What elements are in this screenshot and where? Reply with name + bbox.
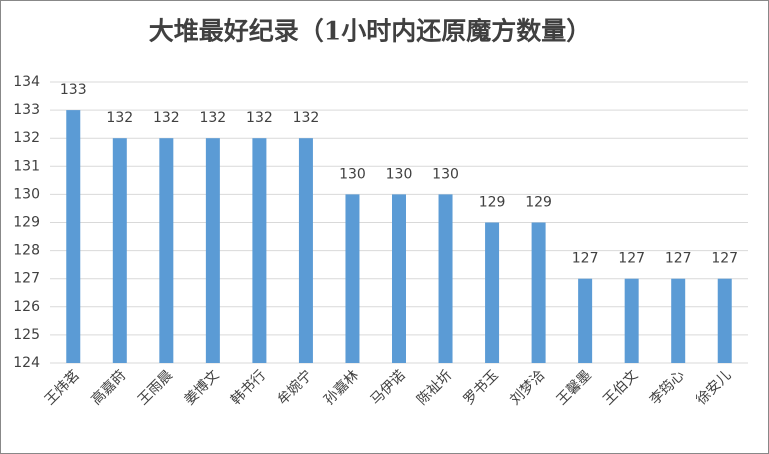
data-label: 132 [293,110,320,126]
y-tick-label: 127 [13,271,40,287]
bar [438,194,453,363]
y-tick-label: 129 [13,215,40,231]
bar [578,278,593,363]
bar [485,222,500,363]
bar [717,278,732,363]
data-label: 129 [479,195,506,211]
bar [159,138,174,363]
bar [112,138,127,363]
bar [671,278,686,363]
y-tick-label: 130 [13,186,40,202]
bar [252,138,267,363]
data-label: 132 [246,110,273,126]
data-label: 133 [60,82,87,98]
bar [205,138,220,363]
data-label: 132 [153,110,180,126]
bar [345,194,360,363]
data-label: 127 [572,251,599,267]
data-label: 132 [106,110,133,126]
y-tick-label: 134 [13,74,40,90]
data-label: 127 [711,251,738,267]
bar [531,222,546,363]
bar [298,138,313,363]
data-label: 132 [199,110,226,126]
bar [392,194,406,363]
y-tick-label: 125 [13,327,40,343]
y-tick-label: 128 [13,243,40,259]
y-tick-label: 132 [13,130,40,146]
data-label: 127 [665,251,692,267]
data-label: 130 [432,166,459,182]
bar [624,278,639,363]
y-tick-label: 131 [13,158,40,174]
y-tick-label: 133 [13,102,40,118]
data-label: 129 [525,195,552,211]
data-label: 127 [618,251,645,267]
chart-title: 大堆最好纪录（1小时内还原魔方数量） [149,17,591,46]
data-label: 130 [339,166,366,182]
y-tick-label: 126 [13,299,40,315]
y-tick-label: 124 [13,355,40,371]
data-label: 130 [386,166,413,182]
bar [66,110,81,363]
